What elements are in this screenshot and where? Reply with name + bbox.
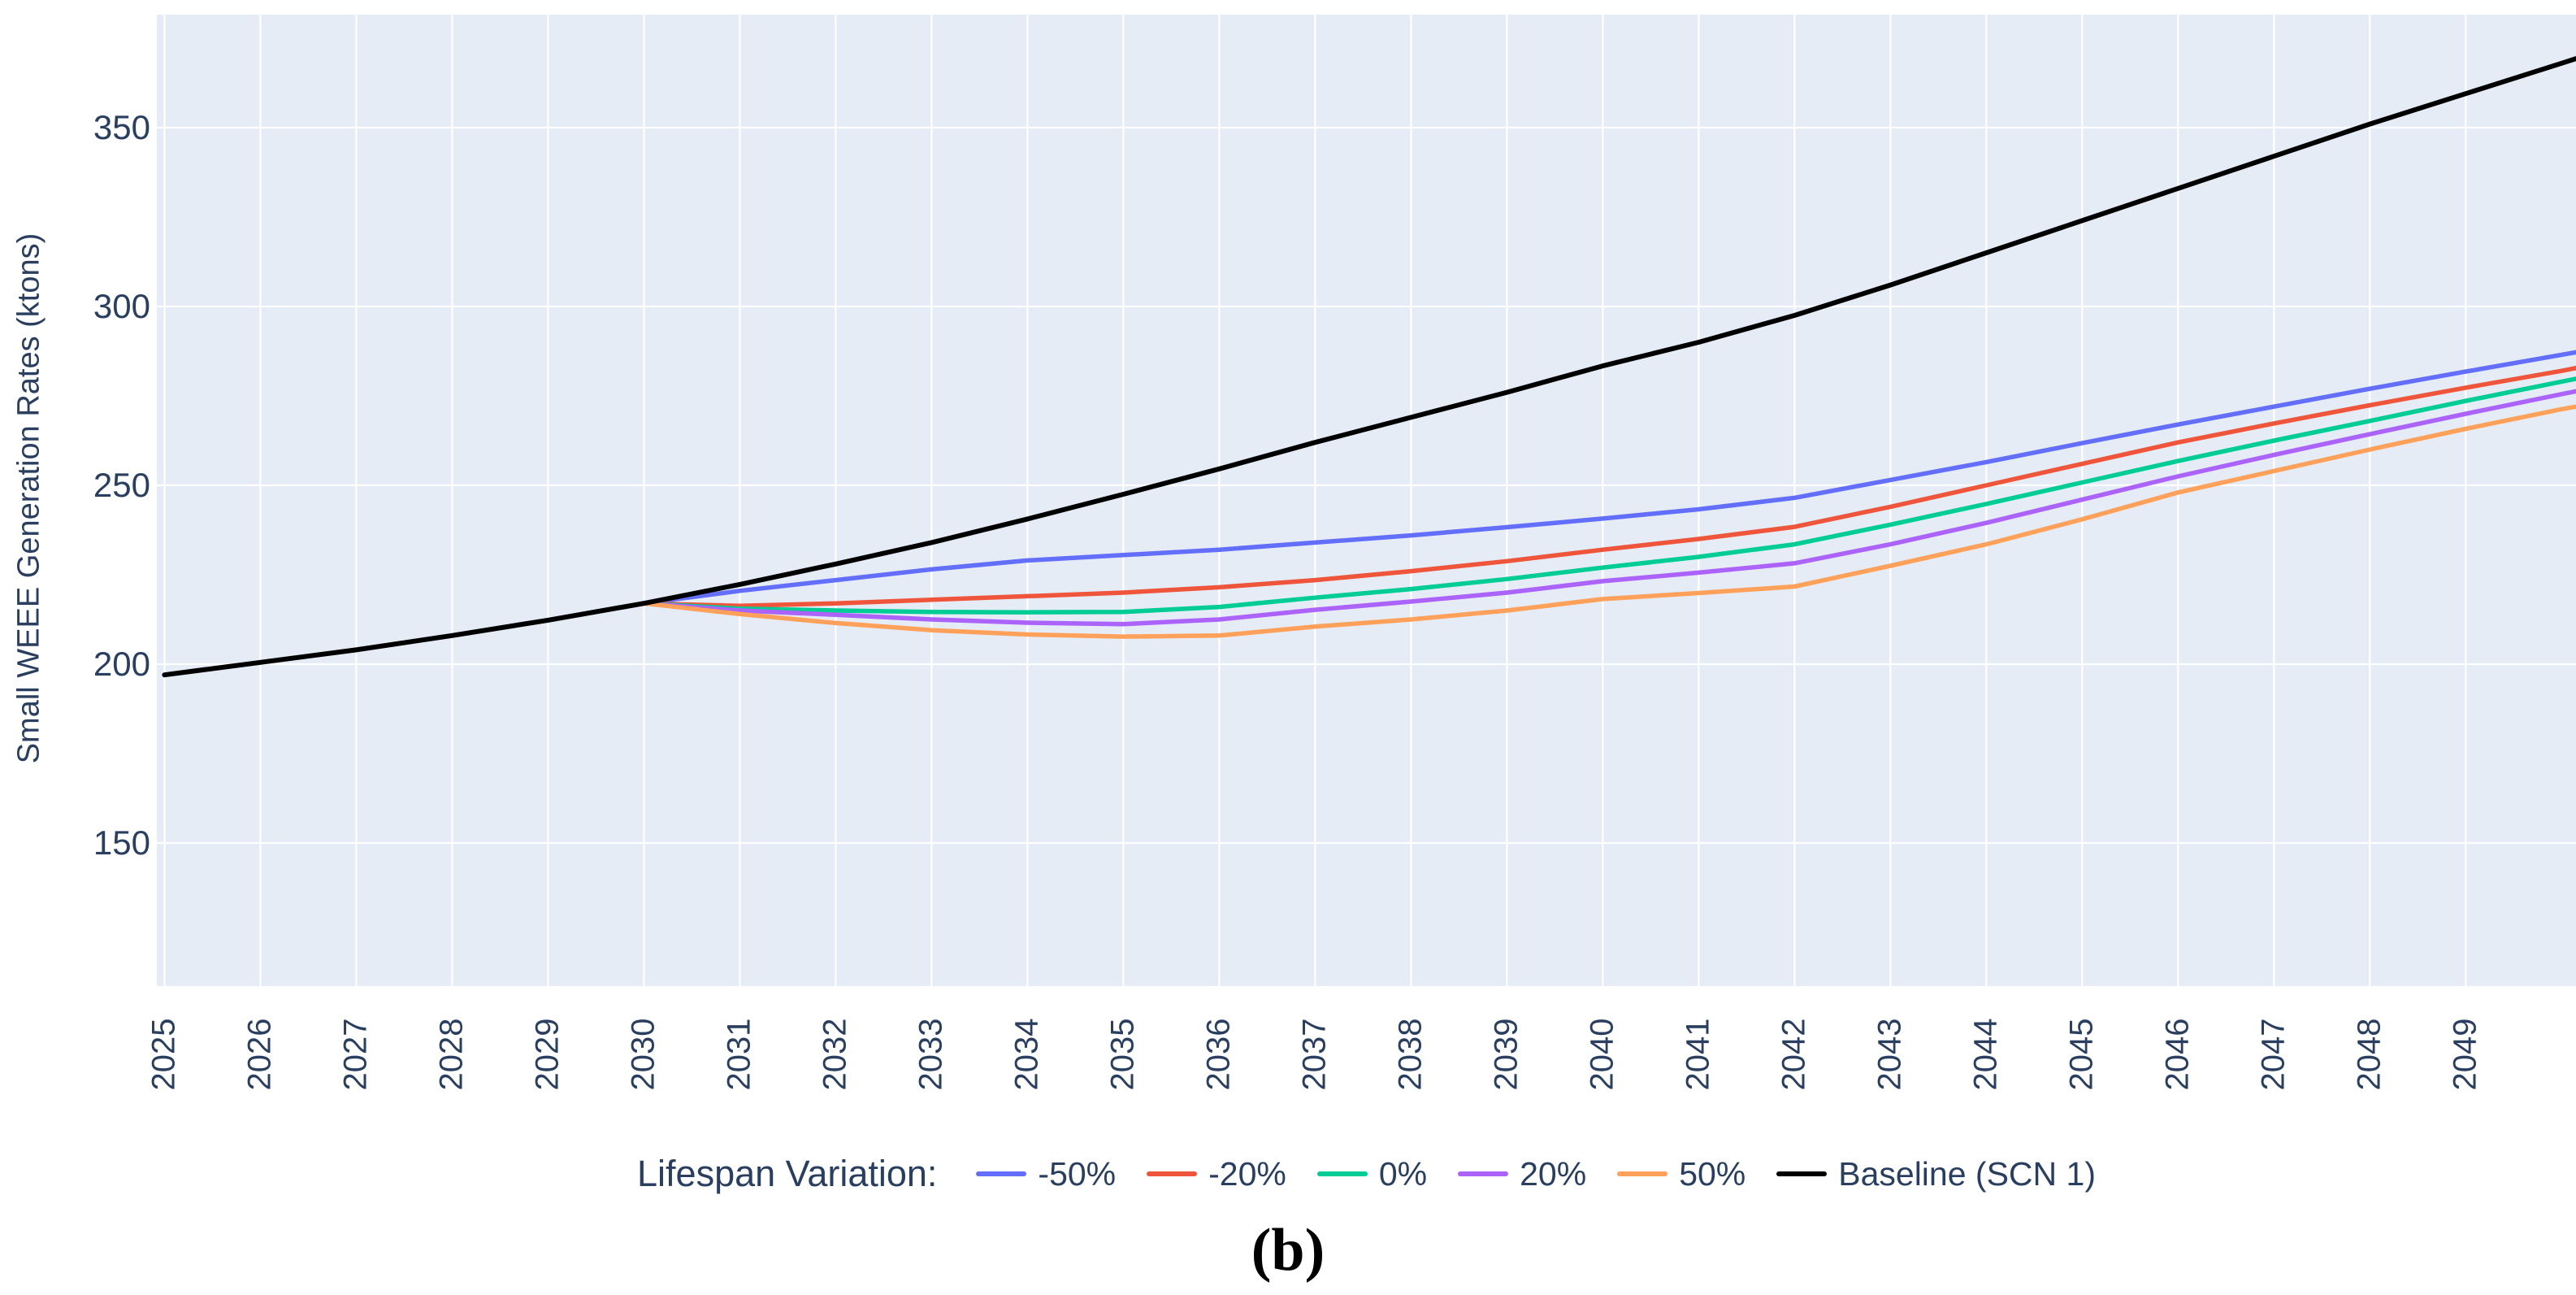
legend-title: Lifespan Variation: bbox=[637, 1153, 938, 1194]
x-tick-label: 2039 bbox=[1488, 1018, 1524, 1091]
legend-line-swatch-icon bbox=[1458, 1171, 1509, 1176]
x-tick-label: 2043 bbox=[1871, 1018, 1908, 1091]
x-tick-label: 2045 bbox=[2063, 1018, 2100, 1091]
x-tick-label: 2049 bbox=[2447, 1018, 2483, 1091]
gridlines bbox=[157, 15, 2576, 986]
x-tick-label: 2044 bbox=[1967, 1018, 2004, 1091]
legend-item-label: 0% bbox=[1378, 1154, 1428, 1193]
x-tick-label: 2035 bbox=[1104, 1018, 1141, 1091]
x-tick-label: 2027 bbox=[337, 1018, 374, 1091]
legend-item--20[interactable]: -20% bbox=[1147, 1155, 1286, 1193]
x-tick-label: 2031 bbox=[721, 1018, 757, 1091]
legend-line-swatch-icon bbox=[976, 1171, 1027, 1176]
x-tick-label: 2041 bbox=[1680, 1018, 1716, 1091]
legend-item-label: -20% bbox=[1208, 1154, 1286, 1193]
legend-line-swatch-icon bbox=[1617, 1171, 1668, 1176]
series-line-50 bbox=[162, 404, 2576, 677]
x-tick-label: 2046 bbox=[2159, 1018, 2196, 1091]
chart-canvas bbox=[157, 15, 2576, 986]
x-tick-label: 2047 bbox=[2255, 1018, 2292, 1091]
x-tick-label: 2038 bbox=[1392, 1018, 1429, 1091]
series-line--20 bbox=[162, 365, 2576, 677]
x-tick-label: 2040 bbox=[1584, 1018, 1620, 1091]
legend-item-label: -50% bbox=[1038, 1154, 1117, 1193]
x-tick-label: 2026 bbox=[241, 1018, 278, 1091]
y-tick-label: 150 bbox=[93, 823, 150, 862]
legend-item-label: 50% bbox=[1679, 1154, 1746, 1193]
x-tick-label: 2036 bbox=[1200, 1018, 1237, 1091]
y-tick-label: 200 bbox=[93, 645, 150, 683]
legend-item-0[interactable]: 0% bbox=[1316, 1154, 1428, 1193]
x-tick-label: 2028 bbox=[433, 1018, 470, 1091]
x-tick-label: 2034 bbox=[1008, 1018, 1045, 1091]
series-line-0 bbox=[162, 376, 2576, 677]
series-line--50 bbox=[162, 350, 2576, 677]
x-tick-label: 2029 bbox=[529, 1018, 566, 1091]
legend-line-swatch-icon bbox=[1776, 1171, 1828, 1176]
x-tick-label: 2032 bbox=[817, 1018, 853, 1091]
legend-item-label: 20% bbox=[1520, 1154, 1587, 1193]
figure-caption: (b) bbox=[1251, 1217, 1325, 1284]
x-tick-label: 2048 bbox=[2351, 1018, 2387, 1091]
series-line-baselinescn1 bbox=[162, 56, 2576, 678]
legend-item-50[interactable]: 50% bbox=[1617, 1155, 1746, 1193]
plot-area bbox=[157, 15, 2576, 986]
x-tick-label: 2037 bbox=[1296, 1018, 1333, 1091]
y-tick-label: 350 bbox=[93, 108, 150, 147]
legend-line-swatch-icon bbox=[1316, 1171, 1368, 1176]
legend-item-20[interactable]: 20% bbox=[1458, 1155, 1586, 1193]
legend-item-label: Baseline (SCN 1) bbox=[1838, 1154, 2096, 1193]
x-tick-label: 2030 bbox=[625, 1018, 661, 1091]
x-tick-label: 2025 bbox=[145, 1018, 182, 1091]
x-tick-label: 2042 bbox=[1776, 1018, 1812, 1091]
legend: Lifespan Variation: -50% -20% 0% 20% 50% Base… bbox=[157, 1145, 2576, 1203]
legend-item-baselinescn1[interactable]: Baseline (SCN 1) bbox=[1776, 1155, 2096, 1193]
y-tick-label: 300 bbox=[93, 287, 150, 326]
y-tick-label: 250 bbox=[93, 466, 150, 505]
legend-line-swatch-icon bbox=[1147, 1171, 1198, 1176]
legend-item--50[interactable]: -50% bbox=[976, 1155, 1116, 1193]
x-tick-label: 2033 bbox=[913, 1018, 949, 1091]
